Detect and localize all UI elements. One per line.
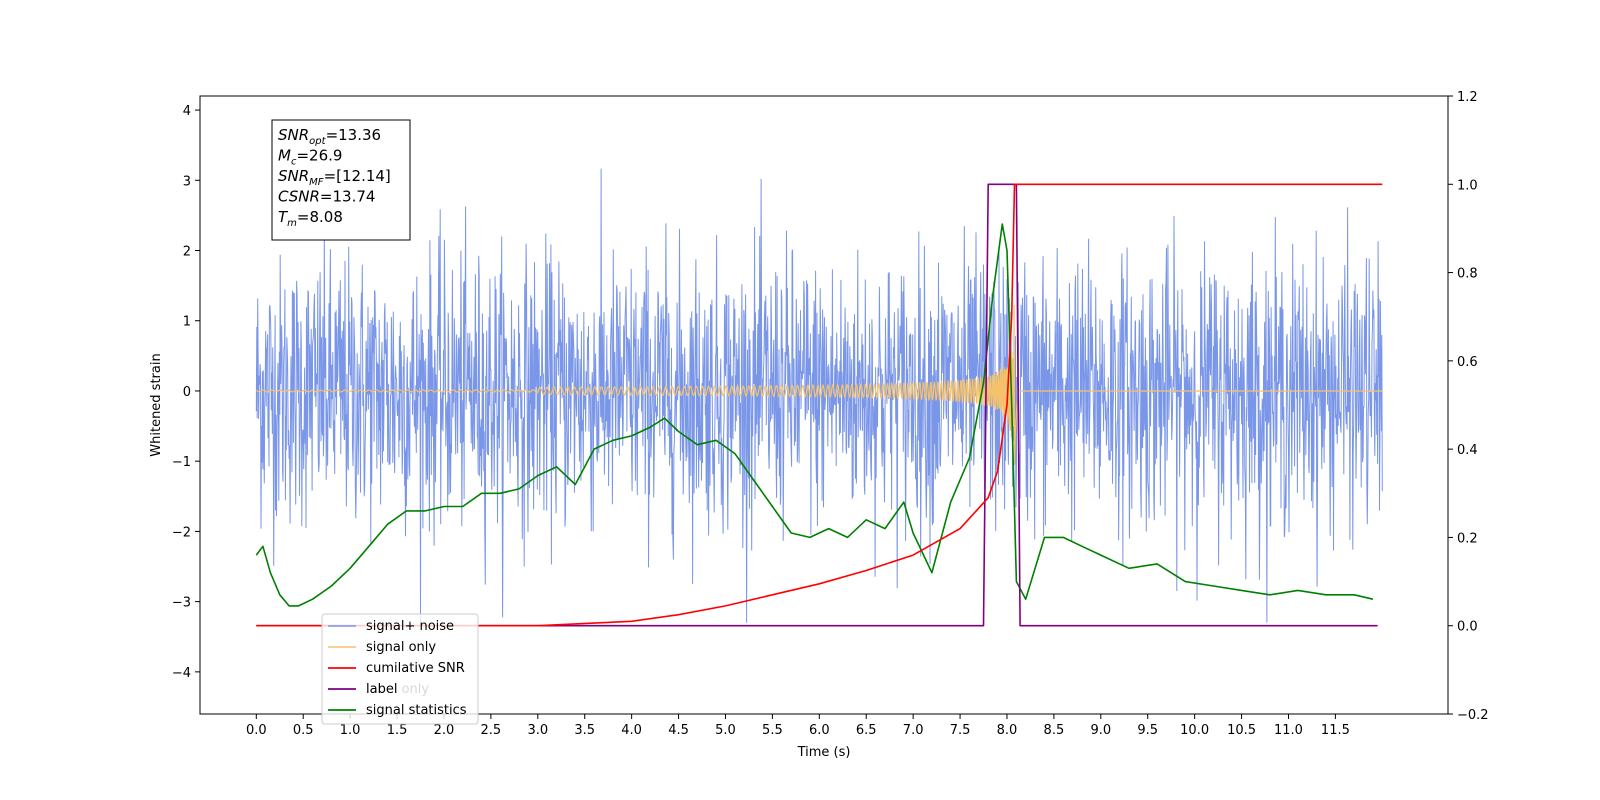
- x-axis-label: Time (s): [797, 745, 851, 760]
- stats-line: SNRMF=[12.14]: [278, 167, 391, 188]
- x-tick-label: 4.0: [621, 723, 642, 738]
- series-signal-noise: [255, 168, 1383, 623]
- stats-value: =13.36: [326, 126, 382, 144]
- x-tick-label: 7.5: [950, 723, 971, 738]
- stats-value: =26.9: [296, 147, 342, 165]
- x-tick-label: 7.0: [903, 723, 924, 738]
- y-tick-label: −1: [172, 455, 191, 470]
- y-tick-label: −3: [172, 596, 191, 611]
- stats-box-frame: [271, 119, 411, 241]
- series-signal-statistics: [255, 223, 1374, 607]
- y2-tick-label: 1.0: [1457, 178, 1478, 193]
- x-tick-label: 11.0: [1274, 723, 1303, 738]
- x-tick-label: 6.5: [856, 723, 877, 738]
- stats-value: =13.74: [320, 188, 376, 206]
- stats-symbol: SNR: [278, 126, 309, 144]
- x-tick-label: 5.5: [762, 723, 783, 738]
- series-layer: [255, 168, 1383, 627]
- legend-label: label: [366, 682, 397, 697]
- legend-label: signal only: [366, 640, 436, 655]
- x-tick-label: 2.0: [434, 723, 455, 738]
- x-tick-label: 2.5: [481, 723, 502, 738]
- y-axis-right: 1.2 1.0 0.8 0.6 0.4 0.2 0.0 −0.2: [1448, 90, 1489, 723]
- y-tick-label: 3: [183, 174, 191, 189]
- y2-tick-label: 0.4: [1457, 443, 1478, 458]
- y-axis-left: 4 3 2 1 0 −1 −2 −3 −4: [172, 104, 200, 681]
- stats-line: Mc=26.9: [278, 147, 342, 168]
- x-tick-label: 8.0: [997, 723, 1018, 738]
- y-tick-label: 1: [183, 315, 191, 330]
- stats-subscript: opt: [309, 136, 326, 147]
- x-tick-label: 4.5: [668, 723, 689, 738]
- y2-tick-label: 0.0: [1457, 620, 1478, 635]
- legend-label: label only: [366, 682, 429, 697]
- y-tick-label: 0: [183, 385, 191, 400]
- legend-label: cumilative SNR: [366, 661, 465, 676]
- series-signal-only: [256, 304, 1383, 466]
- stats-symbol: T: [278, 208, 289, 226]
- y2-tick-label: 0.6: [1457, 355, 1478, 370]
- x-tick-label: 0.0: [246, 723, 267, 738]
- y2-tick-label: 0.8: [1457, 267, 1478, 282]
- x-tick-label: 9.5: [1137, 723, 1158, 738]
- stats-value: =[12.14]: [324, 167, 391, 185]
- stats-box: SNRopt=13.36Mc=26.9SNRMF=[12.14]CSNR=13.…: [271, 119, 411, 241]
- x-tick-label: 3.0: [527, 723, 548, 738]
- x-axis: 0.0 0.5 1.0 1.5 2.0 2.5 3.0 3.5 4.0 4.5 5.0 5.5 6.0 6…: [246, 714, 1350, 738]
- y-tick-label: 4: [183, 104, 191, 119]
- x-tick-label: 11.5: [1321, 723, 1350, 738]
- x-tick-label: 6.0: [809, 723, 830, 738]
- legend-frame: [321, 613, 479, 725]
- stats-subscript: c: [291, 157, 297, 168]
- stats-symbol: SNR: [278, 167, 309, 185]
- axes-frame: [199, 95, 1449, 715]
- y2-tick-label: −0.2: [1457, 708, 1489, 723]
- x-tick-label: 10.5: [1227, 723, 1256, 738]
- x-tick-label: 8.5: [1044, 723, 1065, 738]
- x-tick-label: 1.5: [387, 723, 408, 738]
- stats-subscript: MF: [309, 177, 324, 188]
- x-tick-label: 0.5: [293, 723, 314, 738]
- stats-line: Tm=8.08: [278, 208, 343, 229]
- legend-label: signal statistics: [366, 703, 467, 718]
- stats-value: =8.08: [297, 208, 343, 226]
- stats-subscript: m: [287, 218, 297, 229]
- x-tick-label: 3.5: [574, 723, 595, 738]
- y2-tick-label: 0.2: [1457, 531, 1478, 546]
- x-tick-label: 1.0: [340, 723, 361, 738]
- legend: signal+ noise signal only cumilative SNR la…: [321, 613, 479, 725]
- y-tick-label: 2: [183, 245, 191, 260]
- legend-label: signal+ noise: [366, 619, 454, 634]
- series-label: [256, 183, 1378, 627]
- x-tick-label: 9.0: [1090, 723, 1111, 738]
- x-tick-label: 10.0: [1180, 723, 1209, 738]
- stats-symbol: M: [278, 147, 291, 165]
- y-axis-label: Whitened strain: [149, 353, 164, 456]
- y-tick-label: −2: [172, 525, 191, 540]
- stats-line: SNRopt=13.36: [278, 126, 381, 147]
- x-tick-label: 5.0: [715, 723, 736, 738]
- series-cumulative-snr: [256, 183, 1383, 627]
- stats-line: CSNR=13.74: [278, 188, 375, 206]
- stats-symbol: CSNR: [278, 188, 320, 206]
- y2-tick-label: 1.2: [1457, 90, 1478, 105]
- y-tick-label: −4: [172, 666, 191, 681]
